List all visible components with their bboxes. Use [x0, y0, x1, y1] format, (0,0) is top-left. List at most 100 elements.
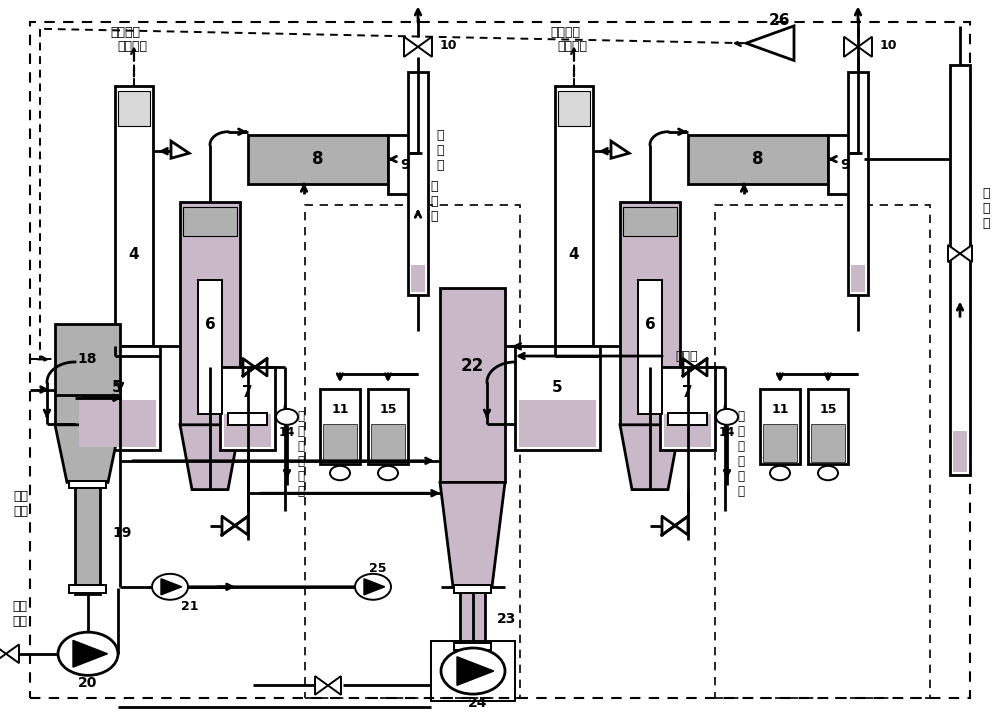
Polygon shape — [960, 245, 972, 262]
Bar — [183, 207, 237, 236]
Text: 5: 5 — [552, 380, 563, 395]
Polygon shape — [948, 245, 960, 262]
Polygon shape — [404, 37, 418, 57]
Bar — [323, 425, 357, 462]
Bar — [305, 205, 520, 698]
Text: 24: 24 — [468, 696, 488, 710]
Text: 浓缩
磷酸: 浓缩 磷酸 — [13, 490, 28, 518]
Circle shape — [716, 409, 738, 425]
Bar — [368, 389, 408, 464]
Text: 惰性气体: 惰性气体 — [110, 26, 140, 39]
Text: 9: 9 — [840, 158, 850, 172]
Polygon shape — [0, 644, 6, 663]
Bar — [180, 202, 240, 425]
Bar — [953, 431, 967, 472]
Bar — [371, 425, 405, 462]
Circle shape — [441, 648, 505, 694]
Text: 11: 11 — [771, 403, 789, 416]
Text: 26: 26 — [769, 13, 791, 27]
Bar — [115, 86, 153, 346]
Polygon shape — [440, 482, 505, 587]
Circle shape — [276, 409, 298, 425]
Bar — [848, 72, 868, 295]
Text: 11: 11 — [331, 403, 349, 416]
Polygon shape — [620, 425, 680, 490]
Bar — [668, 413, 707, 425]
Bar — [224, 414, 271, 447]
Text: 4: 4 — [129, 248, 139, 262]
Bar — [715, 205, 930, 698]
Polygon shape — [418, 37, 432, 57]
Circle shape — [770, 466, 790, 480]
Bar — [760, 389, 800, 464]
Text: 7: 7 — [682, 384, 693, 400]
Text: 21: 21 — [181, 600, 199, 613]
Bar — [75, 482, 100, 594]
Text: 20: 20 — [78, 675, 98, 690]
Bar — [454, 643, 491, 650]
Text: 18: 18 — [78, 352, 97, 366]
Polygon shape — [171, 141, 189, 158]
Bar — [411, 265, 425, 292]
Circle shape — [818, 466, 838, 480]
Text: 7: 7 — [242, 384, 253, 400]
Bar — [851, 265, 865, 292]
Circle shape — [152, 574, 188, 600]
Text: 15: 15 — [819, 403, 837, 416]
Bar — [320, 389, 360, 464]
Bar — [519, 400, 596, 447]
Bar — [638, 280, 662, 413]
Circle shape — [330, 466, 350, 480]
Text: 8: 8 — [312, 150, 324, 168]
Bar — [811, 425, 845, 462]
Bar — [228, 413, 267, 425]
Polygon shape — [611, 141, 629, 158]
Bar — [515, 346, 600, 450]
Bar — [220, 367, 275, 450]
Bar — [75, 346, 160, 450]
Polygon shape — [6, 644, 19, 663]
Text: 冷
凝
水: 冷 凝 水 — [436, 129, 444, 171]
Polygon shape — [746, 26, 794, 60]
Text: 惰性气体: 惰性气体 — [117, 40, 147, 53]
Bar — [460, 587, 485, 652]
Bar — [950, 65, 970, 475]
Text: 浓缩
磷酸: 浓缩 磷酸 — [12, 600, 28, 628]
Polygon shape — [315, 676, 328, 695]
Text: 19: 19 — [112, 526, 131, 539]
Bar — [620, 202, 680, 425]
Circle shape — [355, 574, 391, 600]
Text: 9: 9 — [400, 158, 410, 172]
Text: 冷
凝
水: 冷 凝 水 — [982, 187, 990, 230]
Polygon shape — [364, 579, 385, 595]
Polygon shape — [55, 425, 120, 482]
Bar — [69, 585, 106, 593]
Text: 23: 23 — [497, 612, 516, 626]
Bar — [763, 425, 797, 462]
Bar — [431, 641, 515, 701]
Bar — [688, 135, 828, 184]
Bar — [623, 207, 677, 236]
Circle shape — [58, 632, 118, 675]
Text: 25: 25 — [369, 562, 387, 575]
Bar — [248, 135, 388, 184]
Bar — [69, 481, 106, 488]
Bar — [79, 400, 156, 447]
Bar — [808, 389, 848, 464]
Bar — [555, 86, 593, 346]
Bar — [408, 72, 428, 295]
Bar — [828, 135, 862, 194]
Bar — [55, 324, 120, 425]
Circle shape — [378, 466, 398, 480]
Text: 22: 22 — [461, 357, 484, 375]
Bar — [454, 585, 491, 593]
Bar — [558, 91, 590, 126]
Text: 惰性气体: 惰性气体 — [557, 40, 587, 53]
Bar — [118, 91, 150, 126]
Text: 14: 14 — [719, 426, 735, 439]
Bar — [388, 135, 422, 194]
Text: 14: 14 — [279, 426, 295, 439]
Text: 10: 10 — [880, 39, 898, 52]
Polygon shape — [180, 425, 240, 490]
Polygon shape — [328, 676, 341, 695]
